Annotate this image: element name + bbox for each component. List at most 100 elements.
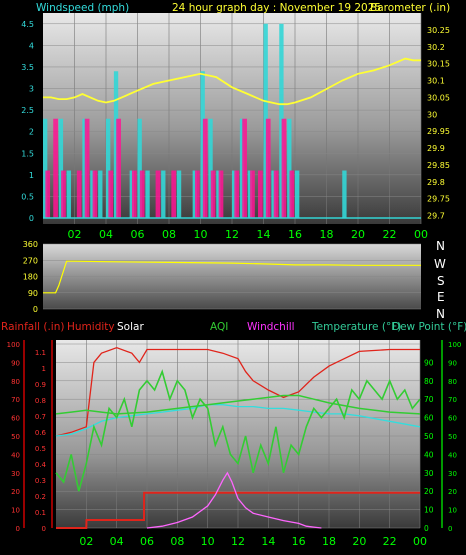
gust-bar: [289, 170, 295, 218]
dew-y-tick: 50: [448, 433, 457, 441]
dew-y-tick: 20: [448, 488, 457, 496]
compass-n-top: N: [436, 239, 445, 253]
wind-x-tick: 12: [225, 228, 239, 241]
wind-bar: [98, 170, 103, 218]
weather-x-tick: 06: [140, 535, 154, 548]
wind-bar: [145, 170, 150, 218]
humidity-y-tick: 100: [7, 341, 20, 349]
gust-bar: [139, 170, 145, 218]
windspeed-axis-title: Windspeed (mph): [36, 2, 129, 14]
weather-x-tick: 18: [322, 535, 336, 548]
temp-y-tick: 40: [424, 450, 434, 459]
humidity-y-tick: 80: [11, 378, 20, 386]
compass-e: E: [437, 290, 445, 304]
humidity-y-tick: 60: [11, 415, 20, 423]
humidity-line: [55, 347, 420, 437]
weather-x-tick: 16: [292, 535, 306, 548]
temp-y-tick: 30: [424, 469, 434, 478]
rain-y-tick: 0.5: [35, 445, 46, 453]
weather-x-tick: 20: [352, 535, 366, 548]
wind-x-tick: 04: [99, 228, 113, 241]
wind-direction-line: [43, 260, 421, 294]
temp-y-tick: 10: [424, 506, 434, 515]
gust-bar: [218, 170, 224, 218]
rain-y-tick: 0.8: [35, 397, 46, 405]
wind-bar: [232, 170, 237, 218]
legend-dewpoint: Dew Point (°F): [392, 321, 466, 333]
wind-bar: [129, 170, 134, 218]
rainfall-line: [56, 491, 420, 529]
rain-y-tick: 0.7: [35, 413, 46, 421]
humidity-y-tick: 10: [11, 507, 20, 515]
wind-x-tick: 00: [414, 228, 428, 241]
direction-grid: [43, 243, 421, 310]
gust-bar: [234, 170, 240, 218]
baro-y-tick: 29.85: [427, 161, 450, 170]
gust-bar: [273, 170, 279, 218]
humidity-y-tick: 70: [11, 396, 20, 404]
gust-bar: [242, 118, 247, 218]
rain-y-tick: 1: [42, 365, 46, 373]
wind-bar: [271, 170, 276, 218]
wind-y-tick: 0.5: [21, 192, 34, 201]
temp-y-tick: 60: [424, 414, 434, 423]
compass-w: W: [434, 257, 446, 271]
wind-bar: [176, 170, 182, 218]
rain-y-tick: 0.3: [35, 477, 46, 485]
temp-y-tick: 80: [424, 377, 434, 386]
wind-y-tick: 1.5: [21, 149, 34, 158]
temp-y-tick: 50: [424, 432, 434, 441]
gust-bar: [108, 170, 114, 218]
temperature-line: [55, 404, 421, 437]
baro-y-tick: 29.7: [427, 212, 445, 221]
wind-x-tick: 20: [351, 228, 365, 241]
wind-x-tick: 10: [194, 228, 208, 241]
wind-y-tick: 2: [29, 128, 34, 137]
gust-bar: [53, 118, 58, 218]
rain-y-tick: 0.6: [35, 429, 47, 437]
wind-bar: [247, 170, 253, 218]
direction-y-tick: 180: [23, 273, 38, 282]
weather-grid: [56, 340, 421, 529]
humidity-y-tick: 90: [11, 359, 20, 367]
wind-bar: [58, 118, 64, 218]
dew-y-tick: 60: [448, 415, 457, 423]
wind-bar: [200, 71, 205, 219]
dew-y-tick: 70: [448, 396, 457, 404]
gust-bar: [281, 118, 287, 218]
dew-y-tick: 30: [448, 470, 457, 478]
wind-y-tick: 2.5: [21, 106, 34, 115]
baro-y-tick: 30.15: [427, 60, 450, 69]
wind-bar: [279, 23, 284, 218]
direction-y-tick: 0: [33, 305, 38, 314]
gust-bar: [92, 170, 98, 218]
compass-n-bottom: N: [436, 307, 445, 321]
wind-bar: [161, 170, 166, 218]
weather-x-tick: 04: [110, 535, 124, 548]
legend-rainfall: Rainfall (.in): [1, 321, 64, 333]
chart-title: 24 hour graph day : November 19 2025: [172, 2, 381, 14]
weather-x-tick: 12: [231, 535, 245, 548]
gust-bar: [45, 170, 51, 218]
rain-y-tick: 0.9: [35, 381, 46, 389]
legend-windchill: Windchill: [247, 321, 295, 333]
wind-bar: [43, 118, 48, 218]
legend-solar: Solar: [117, 321, 144, 333]
gust-bar: [194, 170, 200, 218]
dew-y-tick: 100: [448, 341, 461, 349]
gust-bar: [131, 170, 137, 218]
baro-y-tick: 29.9: [427, 144, 445, 153]
wind-bar: [239, 118, 245, 218]
wind-x-tick: 14: [257, 228, 271, 241]
wind-x-tick: 08: [162, 228, 176, 241]
legend-humidity: Humidity: [67, 321, 115, 333]
wind-bar: [106, 118, 111, 218]
aqi-line: [55, 369, 421, 492]
direction-y-tick: 270: [23, 256, 38, 265]
humidity-y-tick: 0: [16, 525, 20, 533]
baro-y-tick: 30.25: [427, 26, 450, 35]
temp-y-tick: 20: [424, 487, 434, 496]
humidity-y-tick: 50: [11, 433, 20, 441]
wind-y-tick: 3.5: [21, 63, 34, 72]
